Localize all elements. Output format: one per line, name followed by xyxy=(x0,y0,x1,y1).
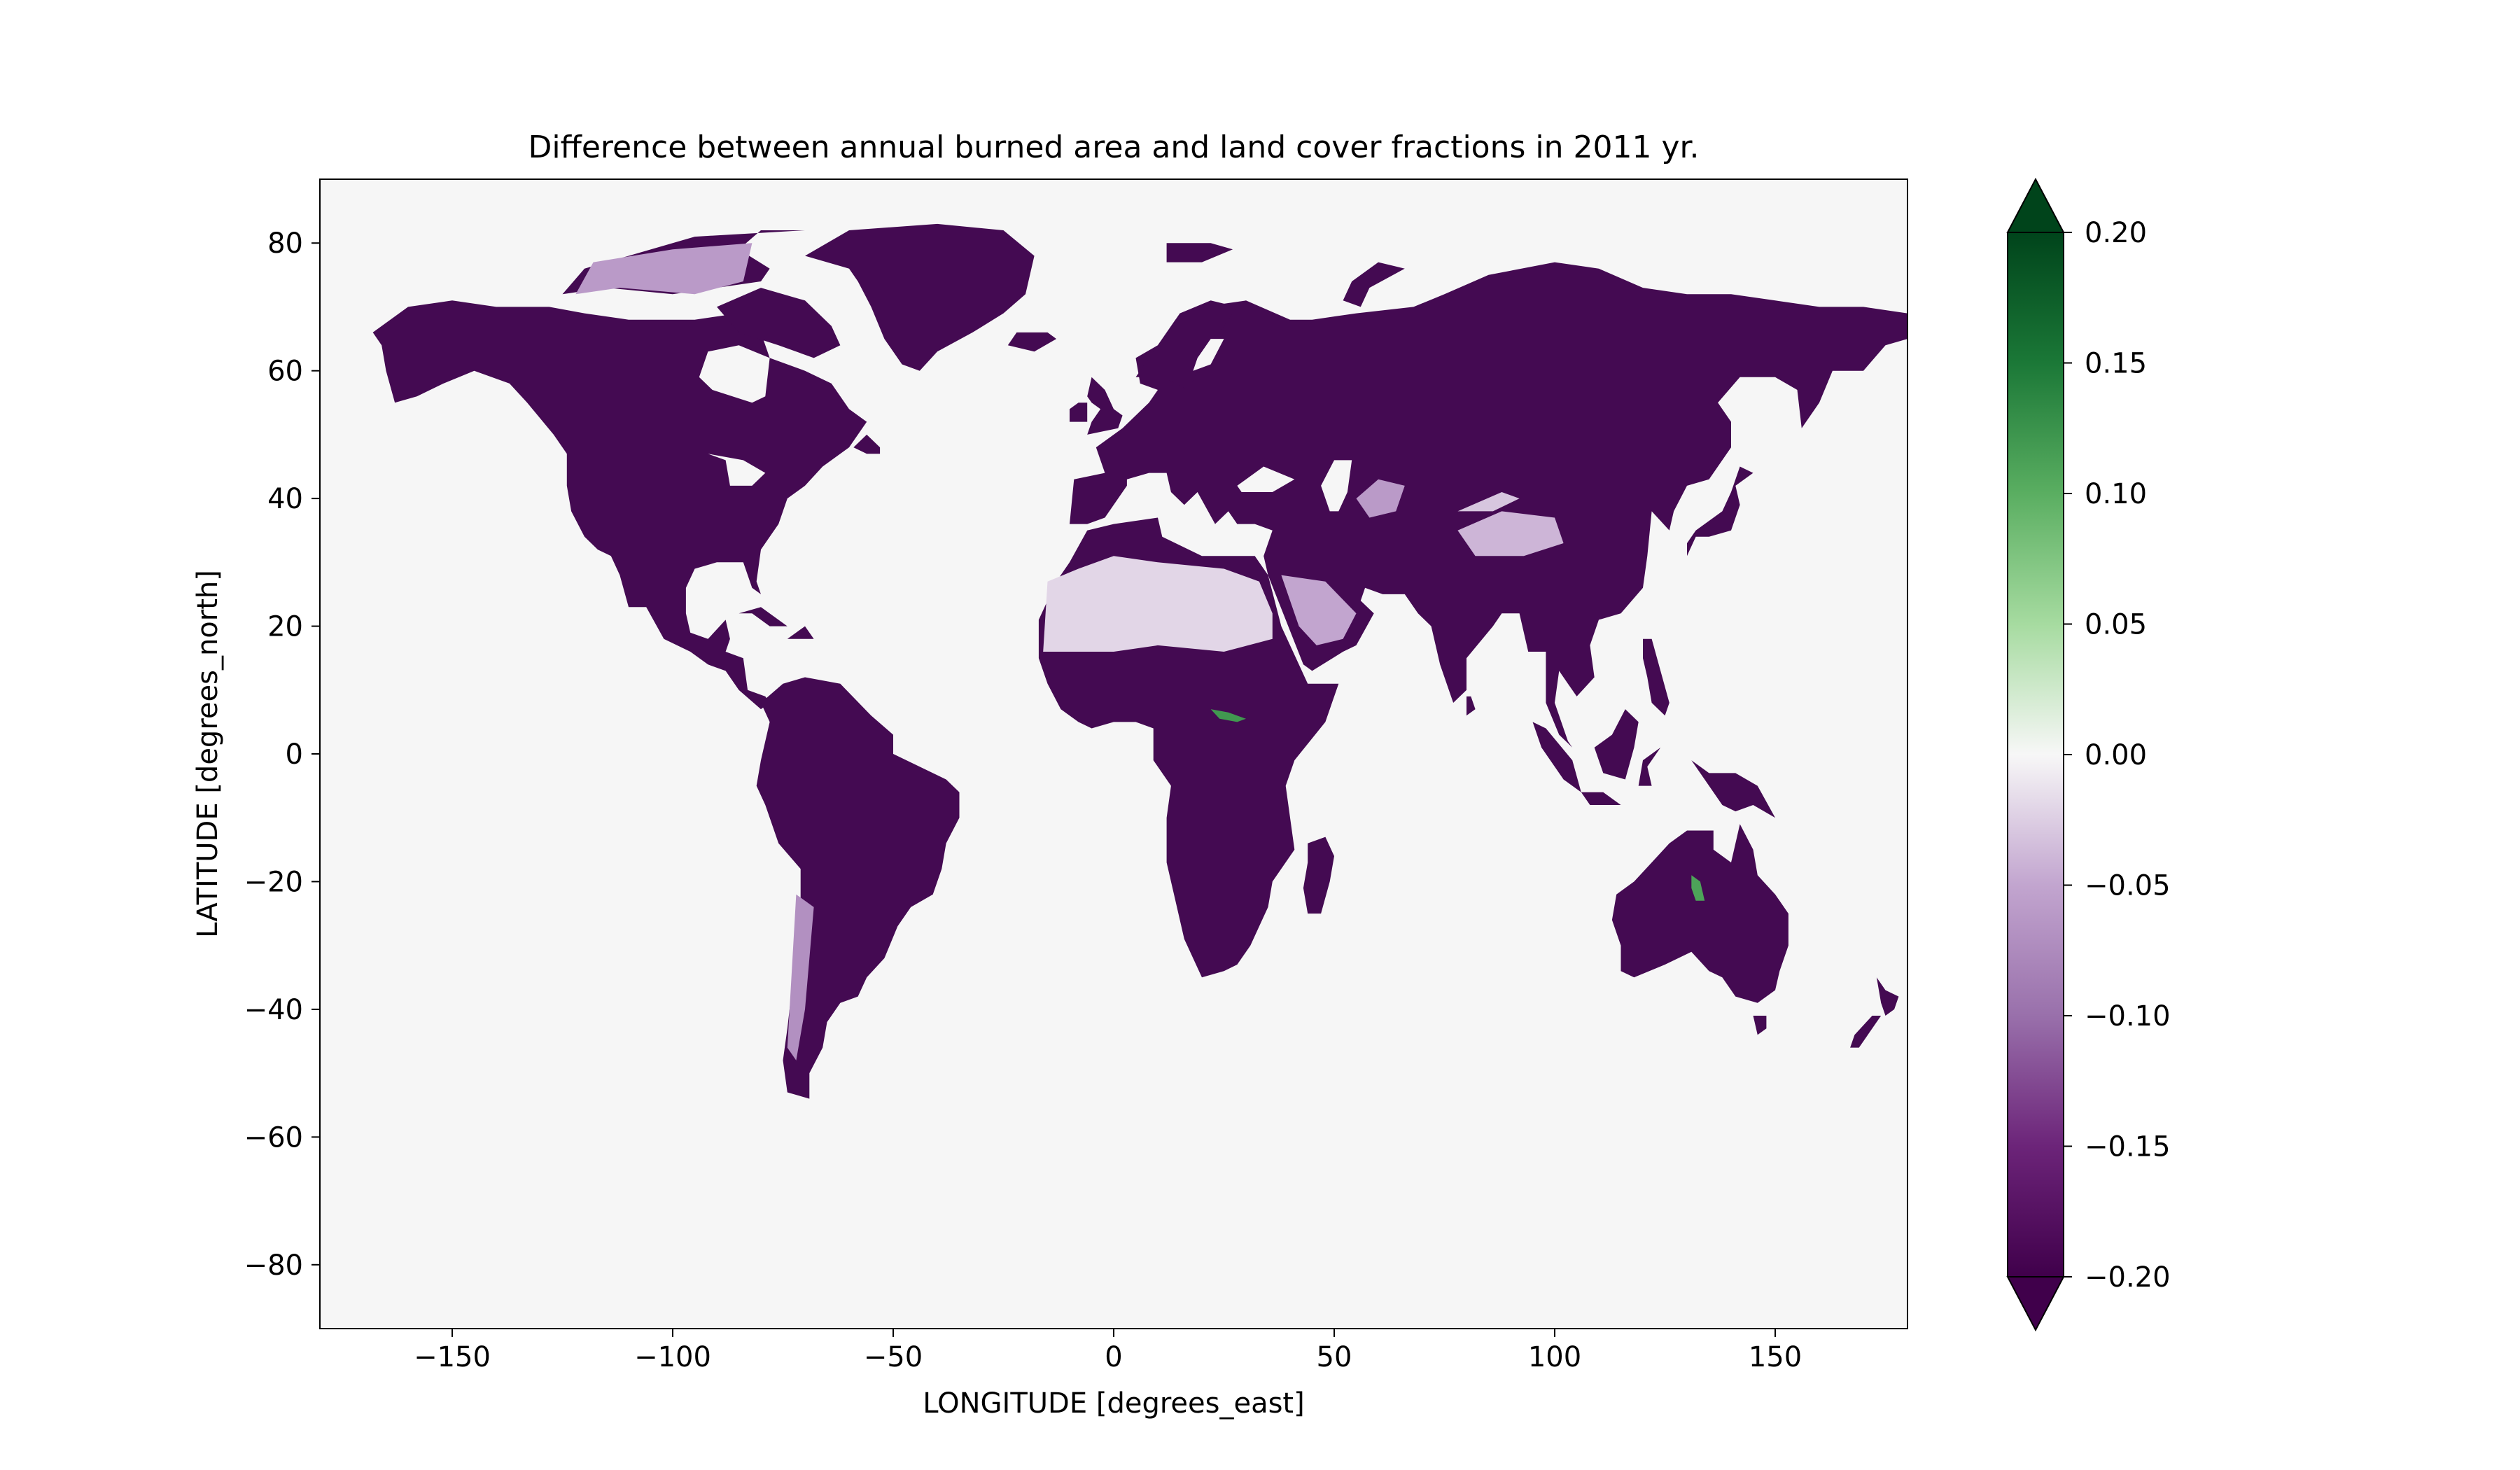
region-sahara xyxy=(1043,556,1273,652)
region-great-lakes xyxy=(708,454,766,486)
land-ireland xyxy=(1070,402,1088,422)
region-hudson-bay xyxy=(699,345,770,403)
region-taklamakan xyxy=(1457,492,1520,512)
x-tick-label: −50 xyxy=(864,1341,923,1373)
positive-central-african-republic xyxy=(1210,709,1246,722)
land-sumatra xyxy=(1532,722,1581,792)
colorbar-tick-label: 0.05 xyxy=(2085,609,2147,641)
colorbar-tick-label: −0.15 xyxy=(2085,1131,2171,1163)
y-tick-label: −20 xyxy=(244,866,303,898)
land-newfoundland xyxy=(853,434,881,454)
land-iceland xyxy=(1007,332,1057,352)
y-axis: 80 60 40 20 0 −20 −40 −60 −80 xyxy=(244,227,320,1282)
chart-title: Difference between annual burned area an… xyxy=(528,130,1699,165)
region-black-sea xyxy=(1237,466,1295,492)
y-tick-label: −60 xyxy=(244,1121,303,1154)
x-tick-label: 100 xyxy=(1528,1341,1581,1373)
x-axis: −150 −100 −50 0 50 100 150 xyxy=(414,1329,1802,1373)
land-north-america xyxy=(372,300,867,710)
land-japan xyxy=(1687,466,1754,556)
land-tasmania xyxy=(1753,1016,1767,1035)
region-caspian-sea xyxy=(1321,460,1352,512)
land-new-zealand-north xyxy=(1876,977,1899,1016)
colorbar: 0.20 0.15 0.10 0.05 0.00 −0.05 −0.10 −0.15 −0.20 xyxy=(2006,177,2171,1332)
land-sulawesi xyxy=(1638,747,1661,786)
y-tick-label: 80 xyxy=(267,227,303,260)
colorbar-ticks: 0.20 0.15 0.10 0.05 0.00 −0.05 −0.10 −0.15 −0.20 xyxy=(2064,217,2171,1294)
colorbar-tick-label: 0.15 xyxy=(2085,348,2147,380)
land-scandinavia xyxy=(1135,300,1238,390)
colorbar-tick-label: −0.20 xyxy=(2085,1261,2171,1294)
x-tick-label: 0 xyxy=(1105,1341,1122,1373)
land-borneo xyxy=(1594,709,1639,780)
colorbar-extend-max xyxy=(2006,177,2065,233)
region-central-asia xyxy=(1356,479,1405,518)
land-cuba xyxy=(738,607,788,626)
x-tick-label: −150 xyxy=(414,1341,491,1373)
x-axis-label: LONGITUDE [degrees_east] xyxy=(923,1387,1304,1420)
land-greenland xyxy=(805,223,1035,371)
y-tick-label: 40 xyxy=(267,483,303,515)
region-arabia xyxy=(1281,575,1357,645)
land-java xyxy=(1581,792,1621,805)
land-baffin-island xyxy=(717,288,841,358)
colorbar-tick-label: −0.10 xyxy=(2085,1000,2171,1032)
colorbar-tick-label: 0.00 xyxy=(2085,739,2147,771)
y-tick-label: −40 xyxy=(244,994,303,1026)
y-tick-label: 60 xyxy=(267,356,303,388)
land-philippines xyxy=(1643,638,1670,716)
land-novaya-zemlya xyxy=(1343,262,1405,307)
x-tick-label: 50 xyxy=(1317,1341,1352,1373)
colorbar-tick-label: −0.05 xyxy=(2085,870,2171,902)
land-svalbard xyxy=(1166,243,1233,262)
land-great-britain xyxy=(1087,377,1123,435)
x-tick-label: 150 xyxy=(1749,1341,1802,1373)
y-axis-label: LATITUDE [degrees_north] xyxy=(192,570,224,938)
y-tick-label: 0 xyxy=(286,738,303,771)
region-patagonian-andes xyxy=(787,894,814,1060)
region-canadian-arctic-light xyxy=(575,243,752,295)
land-sri-lanka xyxy=(1466,696,1476,716)
region-gulf-of-bothnia xyxy=(1193,339,1224,371)
region-tibetan-plateau xyxy=(1457,511,1564,556)
land-new-zealand-south xyxy=(1850,1016,1882,1048)
positive-central-australia xyxy=(1691,875,1705,901)
land-hispaniola xyxy=(787,626,814,639)
land-madagascar xyxy=(1303,836,1334,914)
land-layer xyxy=(372,223,1907,1099)
x-tick-label: −100 xyxy=(634,1341,711,1373)
land-australia xyxy=(1611,824,1788,1003)
y-tick-label: 20 xyxy=(267,611,303,643)
colorbar-tick-label: 0.10 xyxy=(2085,478,2147,510)
y-tick-label: −80 xyxy=(244,1250,303,1282)
colorbar-gradient xyxy=(2008,232,2064,1277)
land-new-guinea xyxy=(1691,760,1775,818)
land-south-america xyxy=(756,677,960,1099)
colorbar-extend-min xyxy=(2006,1276,2065,1332)
colorbar-tick-label: 0.20 xyxy=(2085,217,2147,249)
